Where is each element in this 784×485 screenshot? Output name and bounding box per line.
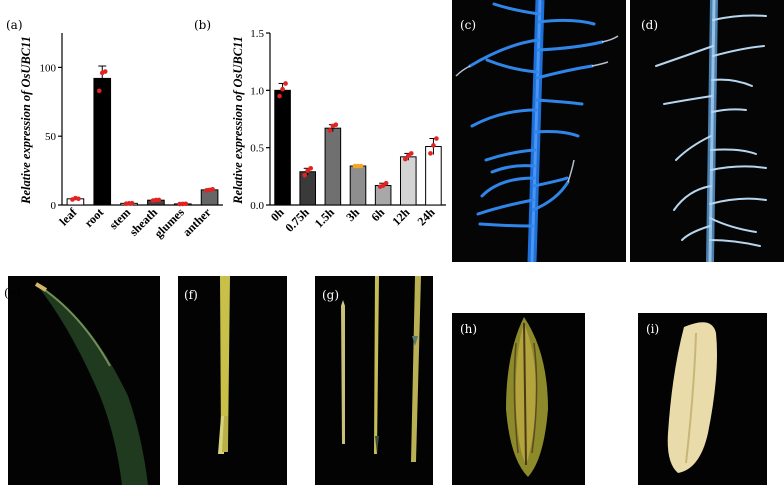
- data-point: [102, 69, 108, 74]
- bar-1.5h: [324, 127, 342, 206]
- x-tick-label-0.75h: 0.75h: [282, 205, 312, 235]
- y-tick-label: 1.0: [250, 85, 264, 97]
- data-point: [333, 122, 339, 128]
- photo-g-sheath: [315, 276, 433, 485]
- data-point: [277, 93, 282, 99]
- y-tick-label: 0.5: [250, 143, 264, 155]
- data-point: [358, 163, 364, 169]
- data-point: [280, 86, 285, 92]
- data-point: [210, 187, 215, 192]
- y-tick-label: 0.0: [250, 200, 264, 212]
- data-point: [96, 88, 102, 94]
- x-tick-label-6h: 6h: [368, 205, 387, 224]
- data-point: [402, 156, 408, 162]
- chart-a-ylabel: Relative expression of OsUBC11: [19, 36, 33, 205]
- x-tick-label-1.5h: 1.5h: [312, 205, 337, 230]
- data-point: [431, 143, 436, 148]
- stem-image: [178, 276, 287, 485]
- x-tick-label-12h: 12h: [389, 205, 412, 228]
- panel-label-f: (f): [184, 288, 198, 302]
- x-tick-label-glumes: glumes: [152, 205, 188, 241]
- bar-3h: [349, 165, 367, 206]
- root-image-c: [452, 0, 626, 262]
- anther-image: [638, 313, 767, 485]
- panel-label-b: (b): [194, 18, 212, 32]
- x-tick-label-leaf: leaf: [56, 205, 80, 229]
- panel-label-c: (c): [460, 18, 477, 32]
- data-point: [428, 151, 433, 156]
- bar-0h: [274, 89, 291, 206]
- data-point: [283, 81, 288, 86]
- bar-0.75h: [299, 171, 317, 206]
- data-point: [302, 172, 308, 178]
- data-point: [408, 151, 414, 156]
- y-tick-label: 1.5: [250, 28, 264, 40]
- chart-b: Relative expression of OsUBC11 0.0 0.5 1.0…: [231, 28, 446, 235]
- photo-e-leaf: [0, 276, 160, 485]
- photo-d-root-control: [630, 0, 784, 262]
- leaf-image: [8, 276, 160, 485]
- panel-label-e: (e): [4, 286, 21, 300]
- glume-image: [452, 313, 585, 485]
- y-tick-label: 0: [51, 200, 57, 212]
- data-point: [183, 201, 189, 207]
- chart-b-ylabel: Relative expression of OsUBC11: [231, 36, 245, 205]
- panel-label-g: (g): [322, 288, 340, 302]
- photo-f-stem: [178, 276, 287, 485]
- y-tick-label: 100: [40, 62, 57, 74]
- x-tick-label-0h: 0h: [268, 205, 287, 224]
- data-point: [383, 180, 389, 186]
- y-tick-label: 50: [45, 131, 57, 143]
- panel-label-h: (h): [460, 322, 478, 336]
- panel-label-d: (d): [641, 18, 659, 32]
- bar-6h: [374, 185, 392, 206]
- data-point: [434, 136, 439, 141]
- panel-label-i: (i): [646, 322, 660, 336]
- root-image-d: [630, 0, 784, 262]
- data-point: [308, 166, 314, 171]
- bar-12h: [399, 156, 417, 206]
- x-tick-label-3h: 3h: [343, 205, 362, 224]
- photo-h-glume: [452, 313, 585, 485]
- x-tick-label-24h: 24h: [414, 205, 437, 228]
- bar-24h: [425, 146, 442, 206]
- x-tick-label-root: root: [82, 205, 107, 230]
- data-point: [76, 196, 81, 202]
- chart-a: Relative expression of OsUBC11 0 50 100 lea…: [19, 33, 223, 241]
- data-point: [327, 128, 333, 133]
- data-point: [129, 200, 135, 206]
- x-tick-label-anther: anther: [180, 205, 214, 239]
- bar-root: [93, 77, 112, 206]
- photo-c-root-stained: [452, 0, 626, 262]
- data-point: [156, 197, 162, 203]
- sheath-image: [315, 276, 433, 485]
- panel-label-a: (a): [6, 18, 23, 32]
- photo-i-anther: [638, 313, 767, 485]
